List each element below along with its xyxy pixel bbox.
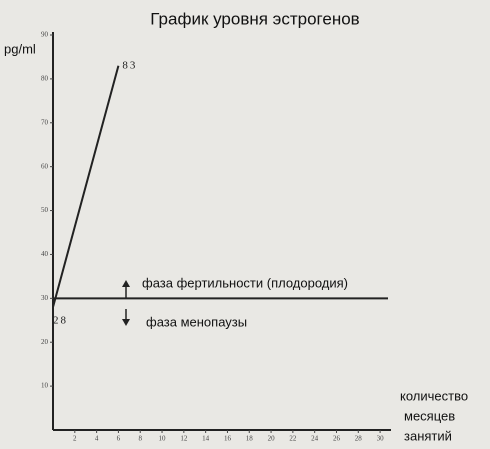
y-tick-label: 60 bbox=[41, 162, 49, 170]
x-tick-label: 14 bbox=[202, 435, 210, 443]
y-tick-label: 10 bbox=[41, 382, 49, 390]
x-tick-label: 4 bbox=[95, 435, 99, 443]
x-axis-label: занятий bbox=[404, 428, 452, 443]
y-axis-label: pg/ml bbox=[4, 41, 36, 56]
x-axis-label: месяцев bbox=[404, 408, 455, 423]
annotation: фаза менопаузы bbox=[146, 314, 247, 329]
x-tick-label: 2 bbox=[73, 435, 77, 443]
x-axis-label: количество bbox=[400, 388, 468, 403]
arrow-up bbox=[122, 280, 130, 298]
y-tick-label: 20 bbox=[41, 338, 49, 346]
x-tick-label: 28 bbox=[355, 435, 363, 443]
x-tick-label: 16 bbox=[224, 435, 232, 443]
data-label: 83 bbox=[122, 59, 137, 71]
chart-title: График уровня эстрогенов bbox=[150, 9, 359, 28]
x-tick-label: 26 bbox=[333, 435, 341, 443]
y-tick-label: 30 bbox=[41, 294, 49, 302]
x-tick-label: 24 bbox=[311, 435, 319, 443]
annotation: фаза фертильности (плодородия) bbox=[142, 275, 348, 290]
arrow-down bbox=[122, 309, 130, 326]
data-label: 28 bbox=[53, 315, 68, 327]
x-tick-label: 30 bbox=[377, 435, 385, 443]
data-line bbox=[52, 65, 120, 308]
y-tick-label: 40 bbox=[41, 250, 49, 258]
x-tick-label: 12 bbox=[180, 435, 188, 443]
x-tick-label: 22 bbox=[289, 435, 297, 443]
y-tick-label: 90 bbox=[41, 31, 49, 39]
y-tick-label: 80 bbox=[41, 74, 49, 82]
x-tick-label: 18 bbox=[246, 435, 254, 443]
x-tick-label: 6 bbox=[117, 435, 121, 443]
x-tick-label: 10 bbox=[159, 435, 167, 443]
x-tick-label: 20 bbox=[268, 435, 276, 443]
x-tick-label: 8 bbox=[138, 435, 142, 443]
y-tick-label: 70 bbox=[41, 118, 49, 126]
y-tick-label: 50 bbox=[41, 206, 49, 214]
